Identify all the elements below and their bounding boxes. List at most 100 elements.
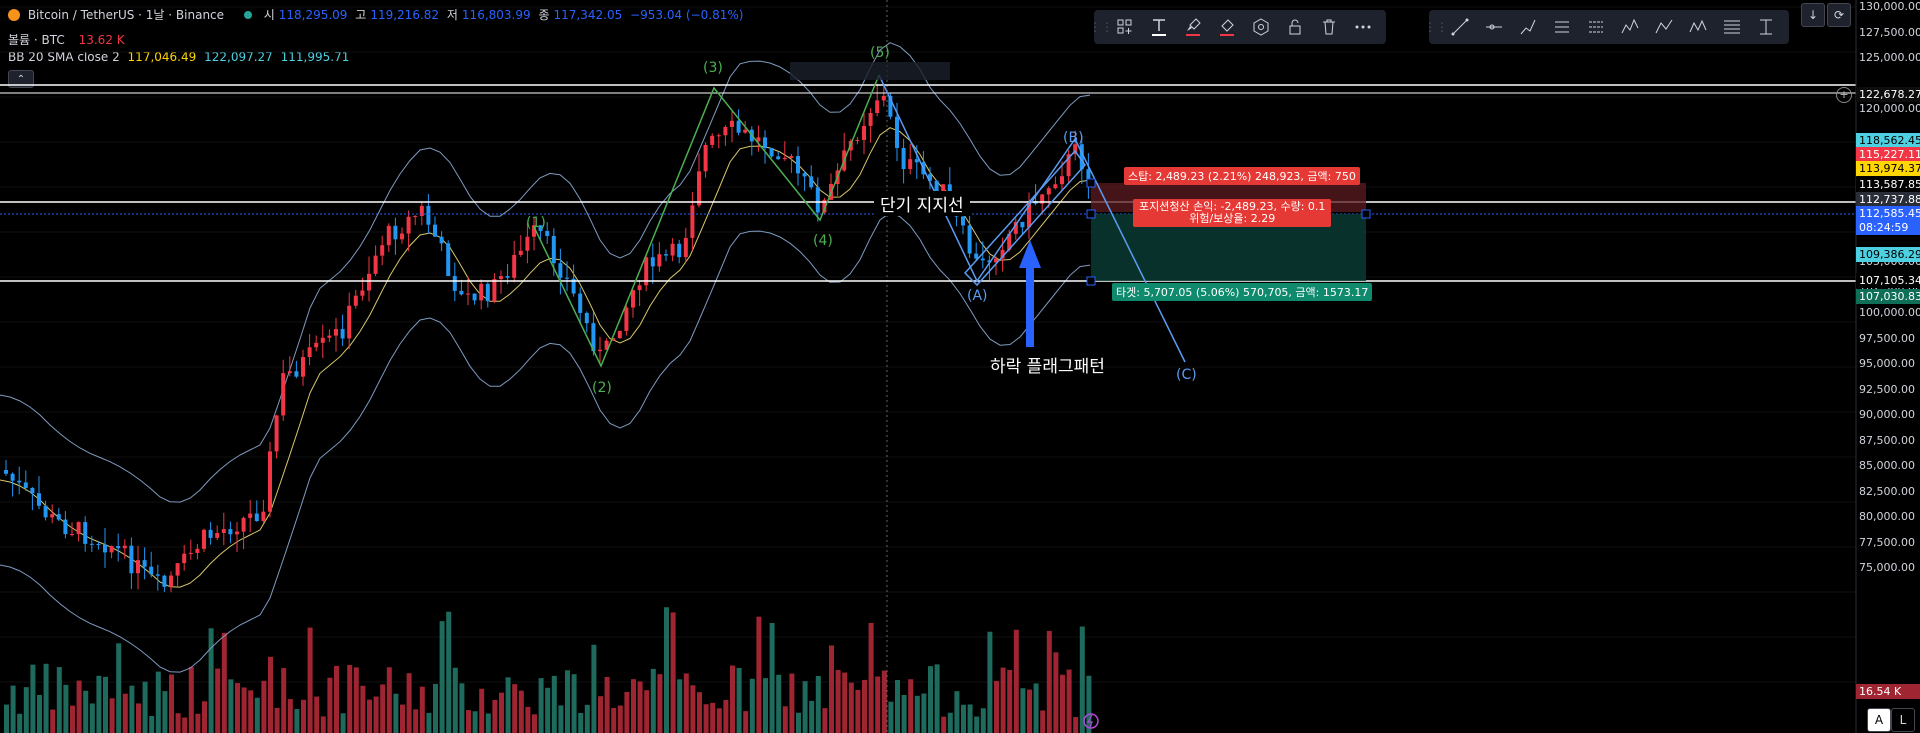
drag-handle-icon[interactable]: ⋮⋮	[1089, 20, 1113, 34]
volume-bar	[1046, 630, 1052, 733]
volume-bar	[235, 683, 240, 733]
fill-icon[interactable]	[1210, 10, 1244, 44]
candle-body	[1007, 233, 1012, 250]
wave-label-2[interactable]: (2)	[592, 380, 612, 396]
candle-body	[987, 260, 992, 263]
volume-bar	[980, 708, 986, 733]
settings-hex-icon[interactable]	[1244, 10, 1278, 44]
volume-bar	[142, 681, 148, 733]
drawing-tools-toolbar[interactable]: ⋮⋮	[1424, 10, 1789, 44]
auto-scale-button[interactable]: A	[1867, 708, 1891, 732]
volume-bar	[182, 717, 188, 733]
volume-bar	[1079, 626, 1085, 733]
flag-pattern-label[interactable]: 하락 플래그패턴	[990, 357, 1105, 377]
brush-icon[interactable]	[1176, 10, 1210, 44]
volume-bar	[987, 631, 993, 733]
candle-body	[83, 522, 88, 544]
volume-bar	[4, 704, 9, 733]
candle-body	[558, 263, 563, 278]
candle-body	[578, 293, 583, 313]
collapse-legend-button[interactable]: ⌃	[8, 70, 34, 88]
candle-body	[142, 560, 147, 567]
abcd-pattern-icon[interactable]	[1647, 10, 1681, 44]
volume-bar	[30, 664, 36, 733]
wave-label-1[interactable]: (1)	[526, 215, 546, 231]
ruler-icon[interactable]	[1749, 10, 1783, 44]
fib-retracement-icon[interactable]	[1681, 10, 1715, 44]
volume-bar	[914, 695, 920, 733]
candle-body	[822, 199, 827, 213]
target-info-tag[interactable]: 타겟: 5,707.05 (5.06%) 570,705, 금액: 1573.1…	[1112, 283, 1373, 301]
candle-body	[901, 147, 906, 170]
drag-handle-icon[interactable]: ⋮⋮	[1424, 20, 1448, 34]
position-info-tag[interactable]: 포지션청산 손익: -2,489.23, 수량: 0.1 위험/보상율: 2.2…	[1133, 199, 1332, 227]
volume-bar	[545, 687, 551, 733]
volume-bar	[479, 688, 485, 733]
volume-bar	[492, 699, 498, 733]
add-alert-icon[interactable]: +	[1836, 87, 1852, 103]
candle-body	[10, 473, 15, 481]
volume-legend[interactable]: 볼륨 · BTC 13.62 K	[8, 31, 129, 48]
more-icon[interactable]	[1346, 10, 1380, 44]
volume-bar	[400, 704, 405, 733]
volume-bar	[340, 713, 346, 733]
candle-body	[637, 285, 642, 291]
candle-body	[584, 312, 589, 324]
text-icon[interactable]	[1142, 10, 1176, 44]
candle-body	[895, 116, 899, 148]
symbol-legend[interactable]: Bitcoin / TetherUS · 1날 · Binance 시 118,2…	[8, 6, 747, 23]
candle-body	[730, 120, 734, 127]
add-object-icon[interactable]	[1108, 10, 1142, 44]
trash-icon[interactable]	[1312, 10, 1346, 44]
wave-label-c[interactable]: (C)	[1176, 367, 1197, 383]
volume-bar	[1007, 669, 1013, 733]
candle-body	[928, 174, 932, 181]
volume-bar	[677, 679, 683, 733]
path-icon[interactable]	[1511, 10, 1545, 44]
pitchfork-icon[interactable]	[1579, 10, 1613, 44]
volume-bar	[23, 687, 29, 733]
wave-label-b[interactable]: (B)	[1063, 130, 1084, 146]
wave-label-a[interactable]: (A)	[967, 288, 988, 304]
volume-bar	[386, 667, 392, 733]
candle-body	[373, 255, 378, 274]
volume-bar	[802, 681, 808, 733]
wave-label-5[interactable]: (5)	[870, 45, 890, 61]
candle-body	[76, 522, 81, 535]
candle-body	[320, 337, 325, 343]
bb-legend[interactable]: BB 20 SMA close 2 117,046.49 122,097.27 …	[8, 50, 353, 64]
volume-bar	[683, 673, 689, 733]
drawing-object-toolbar[interactable]: ⋮⋮	[1089, 10, 1386, 44]
open-label: 시	[263, 8, 275, 22]
candle-body	[208, 529, 213, 538]
candle-body	[690, 205, 695, 238]
lock-icon[interactable]	[1278, 10, 1312, 44]
volume-bar	[241, 687, 247, 733]
parallel-channel-icon[interactable]	[1545, 10, 1579, 44]
candle-body	[670, 243, 675, 256]
support-line-label[interactable]: 단기 지지선	[874, 191, 970, 216]
candle-body	[472, 293, 477, 301]
candle-body	[1013, 221, 1018, 234]
wave-label-4[interactable]: (4)	[813, 233, 833, 249]
trend-line-icon[interactable]	[1443, 10, 1477, 44]
volume-bar	[538, 678, 544, 733]
candle-body	[103, 544, 107, 553]
wave-label-3[interactable]: (3)	[703, 60, 723, 76]
refresh-icon[interactable]: ⟳	[1827, 3, 1851, 27]
candle-body	[149, 566, 154, 575]
volume-bar	[1053, 652, 1059, 733]
scroll-down-icon[interactable]: ↓	[1801, 3, 1825, 27]
horizontal-lines-icon[interactable]	[1715, 10, 1749, 44]
volume-bar	[347, 664, 353, 733]
volume-bar	[994, 680, 999, 733]
bb-upper-value: 122,097.27	[204, 50, 273, 64]
elliott-wave-icon[interactable]	[1613, 10, 1647, 44]
stop-info-tag[interactable]: 스탑: 2,489.23 (2.21%) 248,923, 금액: 750	[1124, 167, 1360, 185]
horizontal-ray-icon[interactable]	[1477, 10, 1511, 44]
volume-bar	[1027, 689, 1032, 733]
log-scale-button[interactable]: L	[1891, 708, 1915, 732]
volume-bar	[433, 683, 438, 733]
candle-body	[446, 243, 451, 277]
